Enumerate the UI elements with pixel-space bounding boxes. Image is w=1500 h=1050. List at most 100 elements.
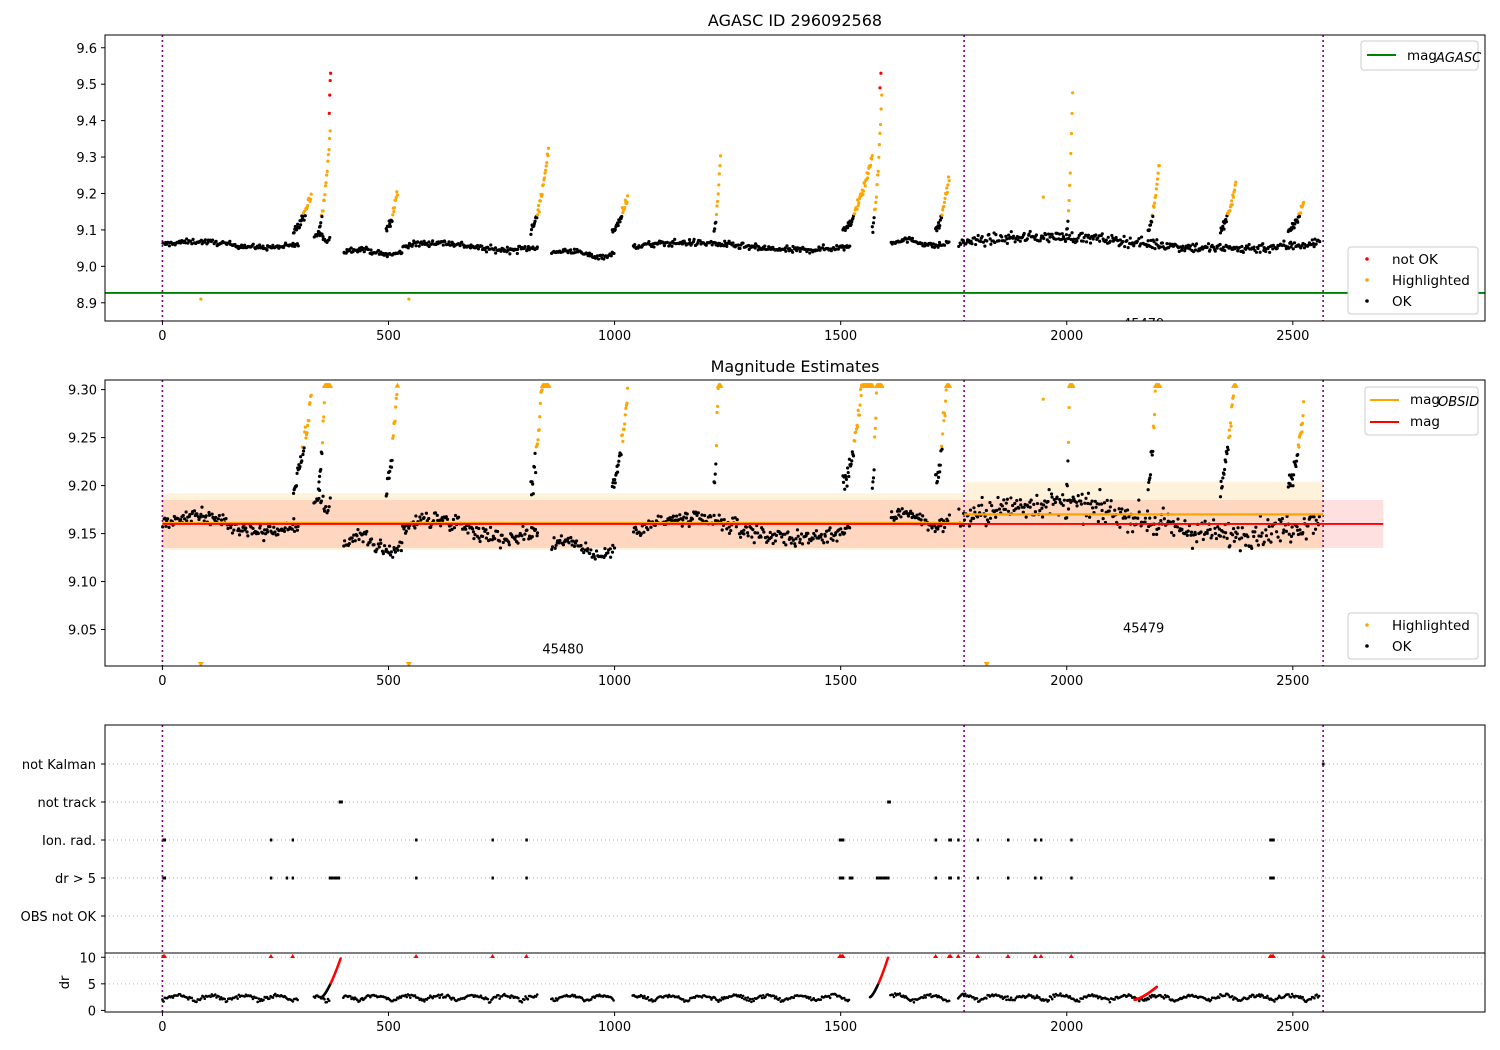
dr-point: [1147, 997, 1150, 1001]
ok-point: [684, 516, 689, 520]
dr-ramp-point: [339, 957, 342, 960]
p2-xtick-label: 500: [376, 1020, 401, 1035]
ok-point: [1147, 480, 1151, 485]
ok-point: [1009, 496, 1013, 500]
highlighted-point: [1297, 445, 1301, 449]
dr-point: [643, 994, 646, 998]
ok-point: [935, 229, 939, 233]
ok-point: [847, 474, 851, 479]
p0-ytick-label: 9.1: [76, 224, 97, 239]
p1-xtick-label: 1000: [598, 674, 631, 689]
ok-point: [1151, 449, 1155, 454]
ok-point: [769, 535, 773, 540]
ok-point: [1159, 518, 1163, 523]
ok-point: [1225, 536, 1229, 541]
ok-point: [973, 510, 977, 514]
p1-ytick-label: 9.15: [68, 528, 97, 543]
ok-point: [374, 550, 378, 554]
highlighted-point: [621, 439, 625, 444]
dr-point: [1217, 996, 1221, 999]
dr-point: [1137, 999, 1141, 1003]
ok-point: [670, 519, 674, 523]
legend-label: not OK: [1392, 252, 1439, 268]
dr-point: [962, 994, 966, 998]
ok-point: [957, 507, 961, 511]
ok-point: [1079, 499, 1083, 503]
ok-point: [481, 526, 485, 530]
flag-mark: [949, 838, 952, 842]
ok-point: [649, 244, 654, 249]
flag-mark: [491, 838, 494, 842]
ok-point: [535, 216, 539, 220]
ok-point: [317, 474, 322, 478]
highlighted-point: [1155, 182, 1159, 186]
dr-point: [423, 1000, 426, 1003]
p0-ytick-label: 9.2: [76, 187, 97, 202]
legend-marker: [1365, 257, 1369, 261]
clipped-high-marker: [717, 382, 724, 388]
ok-point: [1088, 515, 1092, 519]
dr-point: [975, 997, 979, 1000]
ok-point: [1267, 538, 1271, 542]
ok-point: [846, 470, 850, 475]
ok-point: [719, 518, 724, 522]
dr-point: [427, 996, 431, 1000]
ok-point: [327, 505, 331, 509]
ok-point: [256, 246, 260, 250]
ok-point: [513, 537, 517, 541]
ok-point: [567, 541, 571, 545]
ok-point: [1208, 527, 1212, 532]
legend-box: [1347, 612, 1479, 660]
dr-point: [217, 995, 221, 998]
ok-point: [1235, 532, 1239, 536]
ok-point: [841, 480, 846, 484]
ok-point: [593, 557, 597, 561]
ok-point: [835, 539, 839, 543]
ok-point: [1047, 487, 1051, 492]
ok-point: [316, 487, 321, 491]
ok-point: [384, 547, 388, 551]
ok-point: [1070, 231, 1074, 235]
dr-point: [397, 997, 400, 1000]
ok-point: [595, 254, 599, 258]
dr-spike-marker: [290, 954, 296, 958]
p1-ytick-label: 9.30: [68, 384, 97, 399]
ok-point: [273, 530, 277, 534]
ok-point: [299, 455, 303, 459]
ok-point: [1150, 220, 1154, 224]
ok-point: [1047, 240, 1051, 244]
dr-spike-marker: [933, 954, 939, 958]
ok-point: [429, 525, 433, 529]
ok-point: [1290, 242, 1294, 246]
ok-point: [1066, 507, 1071, 511]
ok-point: [1015, 498, 1019, 503]
ok-point: [326, 508, 330, 513]
flag-row-label: OBS not OK: [21, 910, 97, 925]
ok-point: [388, 222, 392, 226]
ok-point: [586, 547, 590, 551]
ok-point: [1005, 241, 1009, 246]
ok-point: [1051, 502, 1055, 506]
highlighted-point: [199, 297, 203, 301]
ok-point: [612, 485, 616, 489]
ok-point: [1221, 476, 1225, 480]
ok-point: [265, 248, 269, 252]
p0-ytick-label: 9.3: [76, 151, 97, 166]
ok-point: [980, 234, 984, 239]
highlighted-point: [321, 419, 325, 423]
ok-point: [258, 526, 262, 530]
ok-point: [414, 244, 418, 248]
dr-point: [296, 998, 299, 1002]
ok-point: [713, 227, 717, 231]
ok-point: [366, 247, 370, 252]
ok-point: [806, 531, 810, 535]
flag-mark: [878, 876, 881, 880]
ok-point: [722, 244, 726, 248]
ok-point: [579, 543, 583, 548]
ok-point: [784, 543, 788, 547]
ok-point: [321, 235, 325, 239]
ok-point: [356, 528, 360, 532]
ok-point: [381, 552, 385, 556]
highlighted-point: [327, 148, 331, 152]
dr-point: [717, 1000, 720, 1004]
